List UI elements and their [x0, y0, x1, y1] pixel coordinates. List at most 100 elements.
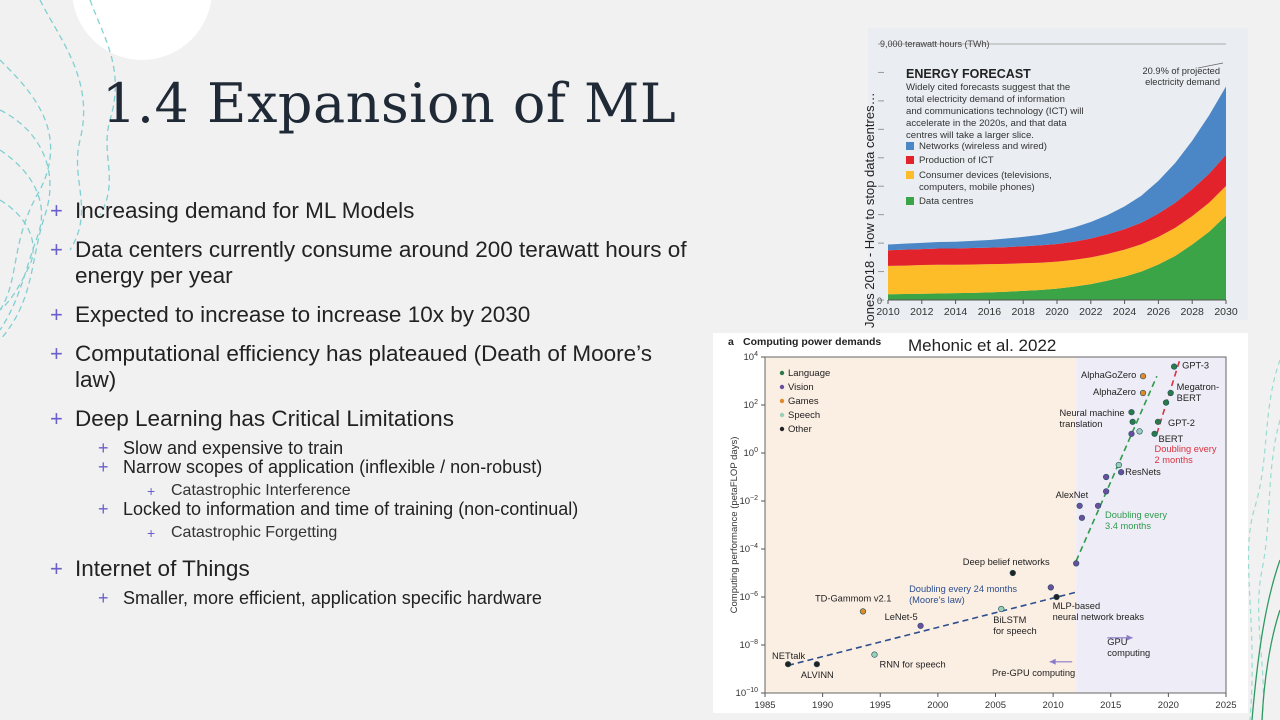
energy-x-tick-label: 2016 — [978, 306, 1002, 318]
compute-y-tick-label: 10−8 — [739, 639, 758, 651]
compute-data-point — [1139, 373, 1147, 380]
bullet-text: Catastrophic Interference — [171, 482, 351, 499]
bullet-list: + Increasing demand for ML Models + Data ce… — [50, 198, 690, 614]
compute-data-point — [784, 661, 792, 668]
energy-legend-label: Data centres — [919, 196, 974, 207]
energy-x-tick-label: 2030 — [1214, 306, 1238, 318]
compute-data-point — [859, 608, 867, 615]
pre-gpu-era-label: Pre-GPU computing — [992, 668, 1075, 678]
plus-bullet-icon: + — [50, 198, 63, 223]
compute-point-label: BERT — [1177, 393, 1202, 403]
decor-line — [1251, 559, 1280, 720]
energy-legend-label: Networks (wireless and wired) — [919, 141, 1047, 152]
compute-legend-label: Vision — [788, 382, 814, 393]
compute-point-label: RNN for speech — [879, 660, 945, 670]
bullet-item-level-1: + Deep Learning has Critical Limitations — [50, 406, 690, 432]
compute-trend-label: (Moore’s law) — [909, 595, 965, 605]
compute-point-label: for speech — [993, 626, 1036, 636]
compute-data-point — [1076, 502, 1083, 509]
compute-point-label: neural network breaks — [1053, 612, 1145, 622]
energy-legend-swatch — [906, 156, 914, 164]
energy-legend-label: computers, mobile phones) — [919, 182, 1035, 193]
energy-x-tick-label: 2014 — [944, 306, 968, 318]
computing-power-chart: 104 102 100 10−2 10−4 10−6 10−8 10−10 1985 1990 19… — [713, 333, 1248, 713]
compute-x-tick-label: 1985 — [754, 700, 775, 711]
bullet-text: Increasing demand for ML Models — [75, 198, 415, 223]
energy-x-tick-label: 2022 — [1079, 306, 1103, 318]
decor-line — [1258, 419, 1280, 720]
compute-x-tick-label: 2000 — [927, 700, 948, 711]
gpu-era-label: GPU — [1107, 637, 1127, 647]
compute-data-point — [1151, 430, 1158, 437]
compute-point-label: Neural machine — [1059, 408, 1124, 418]
plus-bullet-icon: + — [98, 457, 109, 477]
compute-trend-label: Doubling every 24 months — [909, 584, 1017, 594]
compute-data-point — [1154, 418, 1162, 425]
compute-legend-label: Other — [788, 424, 812, 435]
energy-x-tick-label: 2018 — [1012, 306, 1036, 318]
compute-x-tick-label: 2015 — [1100, 700, 1121, 711]
compute-y-tick-label: 100 — [744, 447, 759, 459]
energy-annotation-leader — [1197, 62, 1224, 69]
compute-x-tick-label: 2020 — [1158, 700, 1179, 711]
compute-data-point — [1129, 418, 1136, 425]
decor-line — [0, 199, 34, 311]
energy-x-tick-label: 2010 — [876, 306, 900, 318]
compute-x-tick-label: 2025 — [1215, 700, 1236, 711]
compute-data-point — [813, 661, 820, 668]
bullet-item-level-1: + Internet of Things — [50, 556, 690, 582]
compute-data-point — [1136, 428, 1143, 435]
compute-point-label: AlexNet — [1056, 490, 1089, 500]
compute-point-label: LeNet-5 — [885, 612, 918, 622]
compute-trend-label: 2 months — [1155, 455, 1194, 465]
energy-x-tick-label: 2028 — [1181, 306, 1205, 318]
decor-circle — [72, 0, 212, 60]
slide-title: 1.4 Expansion of ML — [102, 72, 677, 135]
decor-line — [0, 149, 43, 331]
energy-area-series — [888, 154, 1226, 266]
compute-data-point — [1103, 473, 1110, 481]
plus-bullet-icon: + — [50, 302, 63, 327]
compute-data-point — [871, 651, 878, 658]
compute-legend-dot — [779, 384, 785, 390]
decor-line — [0, 59, 52, 311]
bullet-item-level-1: + Computational efficiency has plateaued … — [50, 341, 690, 393]
bullet-text: Locked to information and time of traini… — [123, 499, 579, 519]
gpu-era-label: computing — [1107, 648, 1150, 658]
bullet-item-level-1: + Expected to increase to increase 10x by… — [50, 302, 690, 328]
bullet-item-level-2: + Narrow scopes of application (inflexibl… — [50, 456, 690, 478]
pre-gpu-era-region — [765, 357, 1077, 693]
energy-area-series — [888, 186, 1226, 295]
plus-bullet-icon: + — [50, 237, 63, 262]
compute-point-label: BERT — [1159, 434, 1184, 444]
decor-line — [1247, 359, 1280, 720]
compute-legend-label: Speech — [788, 410, 820, 421]
decor-line — [0, 109, 51, 341]
compute-point-label: ResNets — [1125, 467, 1161, 477]
compute-data-point — [1115, 461, 1122, 469]
gpu-era-region — [1076, 357, 1226, 693]
compute-data-point — [917, 622, 924, 629]
plus-bullet-icon: + — [98, 438, 109, 458]
compute-trend-line — [1075, 375, 1158, 562]
compute-x-tick-label: 1995 — [870, 700, 891, 711]
compute-legend-dot — [779, 426, 785, 432]
compute-point-label: TD-Gammom v2.1 — [815, 593, 891, 603]
compute-data-point — [1118, 469, 1125, 476]
compute-data-point — [1139, 389, 1147, 397]
plus-bullet-icon: + — [98, 499, 109, 519]
decor-line — [1261, 609, 1280, 720]
compute-data-point — [1047, 584, 1054, 591]
compute-y-tick-label: 10−2 — [739, 495, 758, 507]
energy-forecast-chart: 9,000 terawatt hours (TWh) 0 2010 2012 2014 2… — [868, 28, 1248, 320]
bullet-text: Deep Learning has Critical Limitations — [75, 406, 454, 431]
energy-legend-swatch — [906, 197, 914, 205]
bullet-item-level-1: + Data centers currently consume around 2… — [50, 237, 690, 289]
bullet-item-level-3: + Catastrophic Forgetting — [50, 523, 690, 543]
plus-bullet-icon: + — [147, 525, 156, 541]
compute-point-label: GPT-2 — [1168, 418, 1195, 428]
compute-point-label: NETtalk — [772, 651, 805, 661]
compute-y-tick-label: 10−10 — [736, 687, 759, 699]
compute-legend-label: Games — [788, 396, 819, 407]
compute-y-axis-label: Computing performance (petaFLOP days) — [729, 437, 740, 614]
